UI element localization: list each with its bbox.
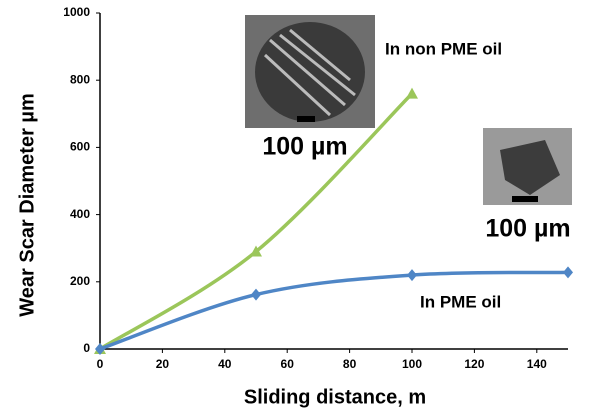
data-point	[251, 288, 261, 301]
x-tick-label: 120	[464, 357, 484, 371]
x-tick-label: 20	[156, 357, 170, 371]
y-tick-label: 800	[70, 72, 90, 86]
data-point	[95, 343, 105, 355]
x-tick-label: 0	[97, 357, 104, 371]
series-label: In non PME oil	[385, 39, 502, 58]
micrograph-pme	[483, 128, 572, 205]
y-tick-label: 400	[70, 207, 90, 221]
x-tick-label: 100	[402, 357, 422, 371]
series-line	[99, 92, 414, 351]
scale-label: 100 µm	[262, 133, 347, 161]
data-point	[563, 266, 573, 279]
x-tick-label: 80	[343, 357, 357, 371]
y-tick-label: 600	[70, 140, 90, 154]
data-point	[250, 245, 262, 257]
y-axis-title: Wear Scar Diameter µm	[16, 93, 38, 317]
series-line	[99, 270, 569, 351]
x-tick-label: 60	[281, 357, 295, 371]
data-point	[407, 269, 417, 282]
scale-label: 100 µm	[485, 215, 570, 243]
micrograph-non-pme	[245, 15, 375, 128]
series-label: In PME oil	[420, 292, 501, 311]
x-tick-label: 140	[527, 357, 547, 371]
y-tick-label: 200	[70, 274, 90, 288]
x-tick-label: 40	[218, 357, 232, 371]
y-tick-label: 0	[83, 341, 90, 355]
data-point	[406, 87, 418, 99]
x-axis-title: Sliding distance, m	[244, 386, 426, 408]
y-tick-label: 1000	[63, 5, 90, 19]
